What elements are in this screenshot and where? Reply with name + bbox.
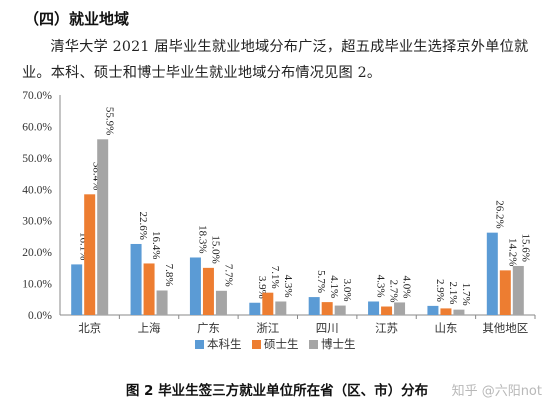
x-tick-label: 北京 (78, 321, 101, 335)
y-tick-label: 40.0% (22, 184, 52, 196)
watermark: 知乎 @六阳not (451, 384, 542, 399)
bar-本科生-山东 (427, 305, 439, 315)
y-tick-label: 10.0% (22, 279, 52, 291)
data-label: 7.1% (269, 266, 281, 289)
bar-本科生-北京 (71, 264, 83, 315)
legend-label: 硕士生 (264, 337, 299, 351)
bar-博士生-江苏 (394, 302, 406, 315)
bar-硕士生-江苏 (381, 306, 393, 315)
bar-本科生-浙江 (249, 302, 261, 315)
data-label: 2.1% (447, 281, 459, 304)
y-tick-label: 0.0% (28, 310, 52, 322)
bar-硕士生-浙江 (262, 292, 274, 315)
bar-博士生-上海 (156, 290, 168, 315)
y-tick-label: 60.0% (22, 121, 52, 133)
bar-本科生-其他地区 (486, 232, 498, 315)
bar-博士生-四川 (334, 305, 346, 315)
data-label: 16.4% (150, 231, 162, 259)
data-label: 2.9% (434, 279, 446, 302)
legend-swatch (252, 340, 261, 349)
data-label: 18.3% (196, 225, 208, 253)
data-label: 15.6% (519, 234, 531, 262)
bar-博士生-山东 (453, 309, 465, 315)
x-tick-label: 上海 (138, 321, 161, 335)
data-label: 7.7% (222, 264, 234, 287)
data-label: 1.7% (460, 283, 472, 306)
figure-caption: 图 2 毕业生签三方就业单位所在省（区、市）分布 (125, 383, 429, 399)
x-tick-label: 四川 (316, 321, 339, 335)
legend-swatch (309, 340, 318, 349)
data-label: 4.3% (282, 275, 294, 298)
bar-硕士生-其他地区 (499, 270, 511, 315)
data-label: 14.2% (506, 238, 518, 266)
legend-swatch (195, 340, 204, 349)
y-tick-label: 20.0% (22, 247, 52, 259)
bar-本科生-广东 (189, 257, 201, 315)
x-tick-label: 江苏 (375, 321, 398, 335)
bar-博士生-其他地区 (512, 265, 524, 315)
bar-本科生-江苏 (368, 301, 380, 315)
data-label: 4.1% (328, 275, 340, 298)
data-label: 26.2% (493, 200, 505, 228)
bar-硕士生-北京 (84, 194, 96, 315)
x-tick-label: 山东 (434, 321, 457, 335)
bar-硕士生-四川 (321, 302, 333, 315)
section-heading: （四）就业地域 (24, 10, 130, 28)
data-label: 3.0% (341, 279, 353, 302)
bar-硕士生-山东 (440, 308, 452, 315)
x-tick-label: 浙江 (256, 321, 279, 335)
x-tick-label: 其他地区 (482, 321, 528, 335)
data-label: 55.9% (104, 107, 116, 135)
data-label: 7.8% (163, 264, 175, 287)
data-label: 2.7% (388, 280, 400, 303)
legend-label: 本科生 (207, 337, 242, 351)
bar-本科生-四川 (308, 297, 320, 315)
bar-博士生-浙江 (275, 301, 287, 315)
y-tick-label: 50.0% (22, 153, 52, 165)
bar-本科生-上海 (130, 243, 142, 315)
data-label: 5.7% (315, 270, 327, 293)
bar-硕士生-上海 (143, 263, 155, 315)
bar-博士生-广东 (215, 290, 227, 315)
data-label: 4.3% (375, 275, 387, 298)
y-tick-label: 30.0% (22, 216, 52, 228)
bar-硕士生-广东 (202, 267, 214, 315)
intro-paragraph: 清华大学 2021 届毕业生就业地域分布广泛，超五成毕业生选择京外单位就业。本科… (22, 39, 529, 81)
data-label: 4.0% (401, 276, 413, 299)
bar-chart: 0.0% 10.0% 20.0% 30.0% 40.0% 50.0% 60.0% 70.0% 1… (22, 90, 536, 351)
x-tick-label: 广东 (197, 321, 220, 335)
y-tick-label: 70.0% (22, 90, 52, 102)
data-label: 15.0% (209, 235, 221, 263)
legend-label: 博士生 (321, 337, 356, 351)
bar-博士生-北京 (97, 139, 109, 315)
data-label: 22.6% (137, 212, 149, 240)
